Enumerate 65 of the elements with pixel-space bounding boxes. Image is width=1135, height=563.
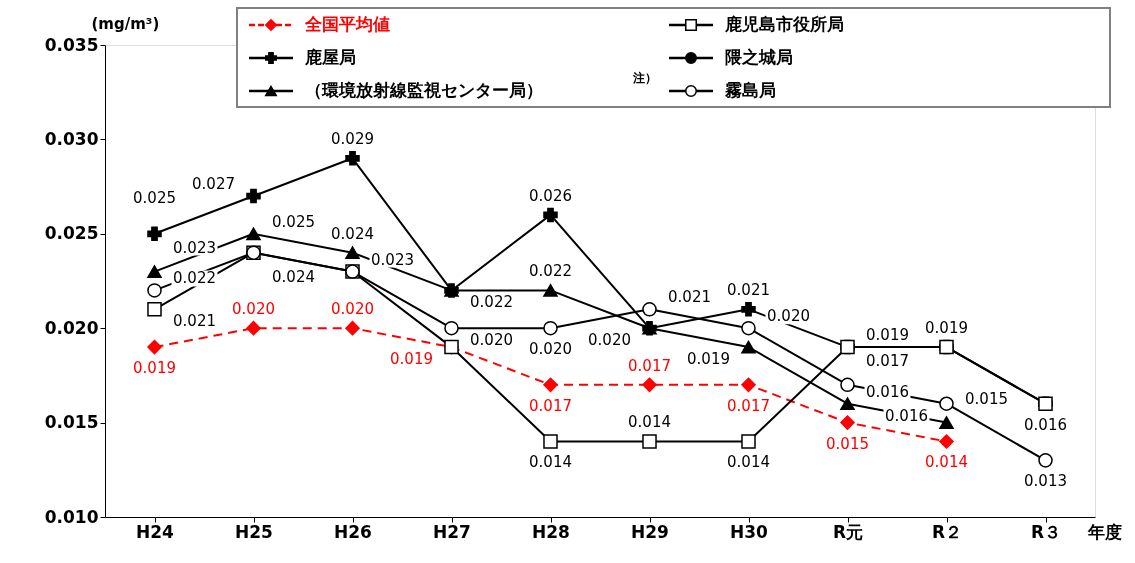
data-label: 0.016: [1024, 415, 1067, 434]
data-label: 0.025: [133, 188, 176, 207]
data-label: 0.017: [529, 396, 572, 415]
data-label: 0.017: [628, 356, 671, 375]
y-tick-label: 0.035: [44, 34, 99, 55]
data-label: 0.023: [371, 250, 414, 269]
data-label: 0.015: [965, 389, 1008, 408]
x-tick-label: H26: [334, 521, 372, 542]
x-tick-label: H24: [136, 521, 175, 542]
data-label: 0.024: [272, 267, 315, 286]
y-tick-label: 0.030: [44, 128, 99, 149]
data-label: 0.019: [133, 359, 176, 378]
y-axis-title: (mg/m³): [91, 14, 160, 33]
x-tick-label: H27: [433, 521, 471, 542]
y-tick-label: 0.010: [44, 506, 99, 527]
data-label: 0.014: [628, 413, 671, 432]
y-tick-label: 0.015: [44, 412, 99, 433]
x-tick-label: H29: [631, 521, 669, 542]
legend-label: 鹿児島市役所局: [724, 14, 844, 34]
data-label: 0.014: [727, 453, 770, 472]
data-label: 0.019: [866, 326, 909, 345]
data-label: 0.022: [529, 262, 572, 281]
data-label: 0.013: [1024, 472, 1067, 491]
legend-label: 隈之城局: [725, 47, 793, 67]
data-label: 0.021: [668, 288, 711, 307]
x-tick-label: R元: [832, 521, 864, 542]
data-label: 0.016: [885, 406, 928, 425]
data-label: 0.023: [173, 238, 216, 257]
data-label: 0.014: [925, 453, 968, 472]
y-tick-label: 0.020: [44, 317, 99, 338]
data-label: 0.019: [390, 350, 433, 369]
data-label: 0.015: [826, 434, 869, 453]
data-label: 0.020: [331, 300, 374, 319]
data-label: 0.020: [232, 300, 275, 319]
data-label: 0.016: [866, 382, 909, 401]
data-label: 0.026: [529, 186, 572, 205]
data-label: 0.024: [331, 224, 374, 243]
x-tick-label: H25: [235, 521, 273, 542]
data-label: 0.020: [588, 331, 631, 350]
data-label: 0.019: [925, 319, 968, 338]
x-tick-label: H30: [730, 521, 769, 542]
annotation: 注）: [632, 71, 657, 85]
data-label: 0.020: [470, 331, 513, 350]
data-label: 0.025: [272, 212, 315, 231]
legend-label: （環境放射線監視センター局）: [305, 80, 543, 100]
x-tick-label: R３: [1030, 521, 1062, 542]
data-label: 0.021: [727, 281, 770, 300]
data-label: 0.022: [173, 269, 216, 288]
data-label: 0.014: [529, 453, 572, 472]
y-tick-label: 0.025: [44, 223, 99, 244]
data-label: 0.017: [866, 351, 909, 370]
legend-label: 鹿屋局: [304, 47, 356, 67]
data-label: 0.027: [192, 175, 235, 194]
x-axis-title: 年度: [1086, 521, 1122, 542]
data-label: 0.019: [687, 350, 730, 369]
data-label: 0.021: [173, 312, 216, 331]
data-label: 0.029: [331, 130, 374, 149]
data-label: 0.022: [470, 293, 513, 312]
data-label: 0.020: [529, 340, 572, 359]
x-tick-label: H28: [532, 521, 570, 542]
legend-label: 霧島局: [724, 80, 776, 100]
legend-label: 全国平均値: [304, 14, 390, 34]
data-label: 0.017: [727, 396, 770, 415]
x-tick-label: R２: [931, 521, 963, 542]
data-label: 0.020: [767, 307, 810, 326]
